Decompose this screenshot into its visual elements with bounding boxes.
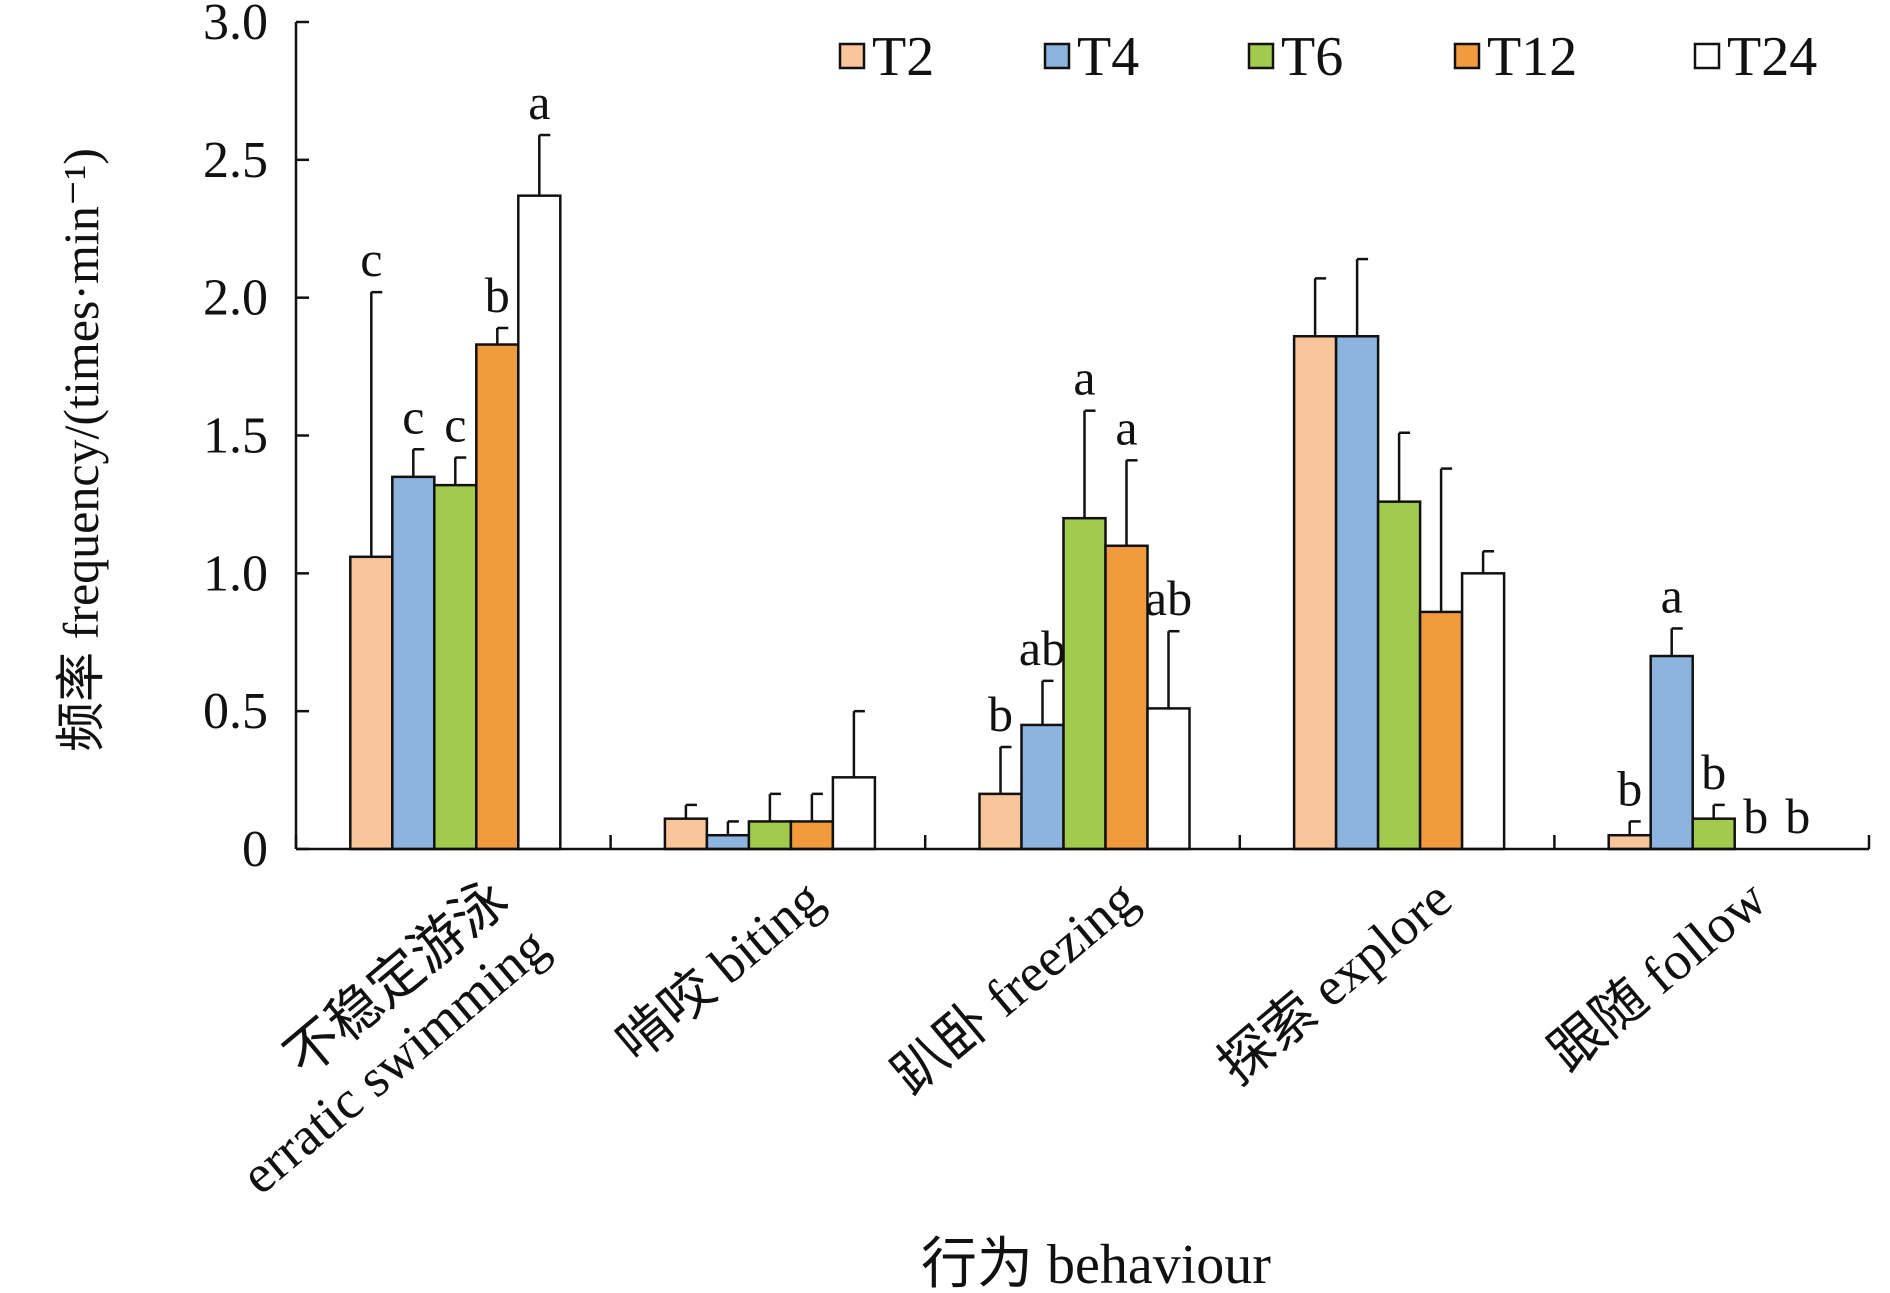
legend-label: T6 <box>1281 26 1343 88</box>
bar <box>1376 500 1422 851</box>
x-tick-label: 趴卧 freezing <box>881 868 1148 1106</box>
legend-swatch <box>838 42 866 70</box>
significance-letter: ab <box>1019 620 1066 676</box>
y-tick-label: 1.0 <box>203 545 268 602</box>
significance-letter: b <box>1785 788 1810 844</box>
significance-letter: b <box>1617 760 1642 816</box>
y-tick-label: 2.0 <box>203 270 268 327</box>
legend-label: T2 <box>872 26 934 88</box>
significance-letter: a <box>1661 567 1683 623</box>
bar <box>391 475 436 851</box>
bar <box>433 483 478 851</box>
x-tick-label: 啃咬 biting <box>605 868 833 1073</box>
legend-label: T12 <box>1487 26 1577 88</box>
y-tick-label: 3.0 <box>203 0 268 51</box>
bar <box>747 820 793 851</box>
x-tick-label-4: 跟随 follow <box>1538 868 1778 1083</box>
x-tick-label: 跟随 follow <box>1538 868 1778 1083</box>
legend-swatch <box>1453 42 1481 70</box>
bar <box>1334 335 1380 851</box>
significance-letter: b <box>988 686 1013 742</box>
legend-swatch <box>1247 42 1275 70</box>
x-axis-title: 行为 behaviour <box>921 1234 1271 1293</box>
significance-letter: c <box>360 231 382 287</box>
bar <box>349 555 394 851</box>
legend-swatch <box>1693 42 1721 70</box>
bar <box>705 833 751 851</box>
bar <box>475 343 520 851</box>
bar <box>1062 516 1107 851</box>
bar <box>1292 335 1338 851</box>
significance-letter: ab <box>1145 570 1192 626</box>
legend-label: T4 <box>1077 26 1139 88</box>
significance-letter: b <box>1701 744 1726 800</box>
x-tick-label: 探索 explore <box>1207 868 1463 1096</box>
significance-letter: c <box>402 388 424 444</box>
significance-letter: b <box>485 267 510 323</box>
significance-letter: b <box>1743 788 1768 844</box>
significance-letter: c <box>444 397 466 453</box>
x-tick-label-1: 啃咬 biting <box>605 868 833 1073</box>
y-tick-label: 0 <box>242 821 268 878</box>
significance-letter: a <box>528 74 550 130</box>
bar <box>1649 654 1694 851</box>
x-tick-label-3: 探索 explore <box>1207 868 1463 1096</box>
x-tick-label-2: 趴卧 freezing <box>881 868 1148 1106</box>
bar <box>1418 610 1464 851</box>
y-tick-label: 0.5 <box>203 683 268 740</box>
significance-letter: a <box>1115 399 1137 455</box>
bar <box>1607 833 1652 851</box>
y-tick-label: 1.5 <box>203 408 268 465</box>
legend-swatch <box>1043 42 1071 70</box>
y-axis-title: 频率 frequency/(times·min⁻¹) <box>53 148 109 752</box>
bar <box>1460 572 1506 851</box>
significance-letter: a <box>1073 350 1095 406</box>
yticks-layer: 0 0.5 1.0 1.5 2.0 2.5 3.0 <box>203 0 309 878</box>
y-tick-label: 2.5 <box>203 132 268 189</box>
bar <box>1691 817 1736 851</box>
bar <box>663 817 709 851</box>
bar <box>831 776 877 851</box>
bar <box>1146 707 1191 851</box>
bar <box>1020 723 1065 851</box>
legend-label: T24 <box>1727 26 1817 88</box>
bar <box>789 820 835 851</box>
bar <box>1104 544 1149 851</box>
bar <box>978 792 1023 851</box>
bar <box>517 194 562 851</box>
legend: T2 T4 T6 T12 T24 <box>838 26 1817 88</box>
